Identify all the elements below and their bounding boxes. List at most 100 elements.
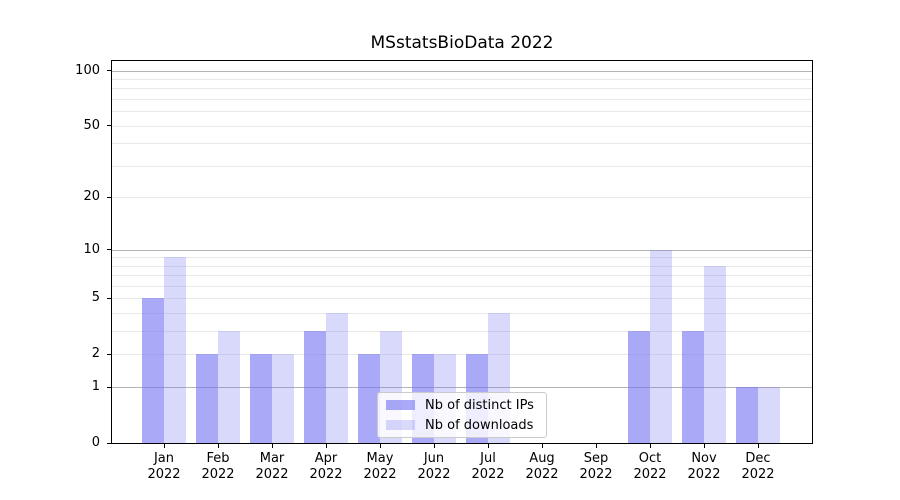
- x-tick-year: 2022: [309, 467, 343, 482]
- x-tick-year: 2022: [525, 467, 559, 482]
- x-tick-mark: [326, 444, 327, 448]
- gridline-major: [112, 387, 812, 389]
- gridline-minor: [112, 354, 812, 356]
- x-tick-month: Sep: [583, 451, 609, 466]
- x-tick-month: Jun: [423, 451, 445, 466]
- y-tick-label: 10: [83, 241, 100, 257]
- legend: Nb of distinct IPs Nb of downloads: [377, 392, 547, 438]
- bar-downloads: [164, 257, 186, 443]
- gridline-minor: [112, 165, 812, 167]
- gridline-minor: [112, 99, 812, 101]
- y-tick-label: 20: [83, 189, 100, 205]
- x-tick-label: Jul 2022: [461, 451, 515, 483]
- x-tick-label: Apr 2022: [299, 451, 353, 483]
- legend-label-distinct-ips: Nb of distinct IPs: [425, 397, 534, 413]
- bar-distinct-ips: [142, 298, 164, 443]
- plot-area: [112, 61, 812, 443]
- x-tick-month: Feb: [206, 451, 230, 466]
- gridline-minor: [112, 257, 812, 259]
- x-tick-month: Apr: [314, 451, 338, 466]
- x-tick-mark: [434, 444, 435, 448]
- x-tick-label: Dec 2022: [731, 451, 785, 483]
- x-tick-year: 2022: [417, 467, 451, 482]
- x-tick-mark: [380, 444, 381, 448]
- y-tick-label: 5: [91, 290, 100, 306]
- gridline-minor: [112, 79, 812, 80]
- x-tick-label: Jun 2022: [407, 451, 461, 483]
- y-tick-mark: [107, 70, 112, 72]
- bar-downloads: [704, 265, 726, 443]
- y-tick-mark: [107, 386, 112, 388]
- y-tick-label: 0: [91, 435, 100, 450]
- bar-distinct-ips: [628, 331, 650, 443]
- x-tick-label: Mar 2022: [245, 451, 299, 483]
- x-tick-mark: [758, 444, 759, 448]
- gridline-minor: [112, 265, 812, 267]
- bar-downloads: [650, 249, 672, 443]
- gridline-major: [112, 249, 812, 251]
- x-tick-mark: [596, 444, 597, 448]
- x-tick-year: 2022: [255, 467, 289, 482]
- legend-item-downloads: Nb of downloads: [386, 418, 538, 433]
- x-tick-month: May: [366, 451, 394, 466]
- x-tick-month: Dec: [745, 451, 771, 466]
- gridline-minor: [112, 143, 812, 145]
- y-tick-mark: [107, 249, 112, 250]
- x-tick-label: Jan 2022: [137, 451, 191, 483]
- bar-downloads: [758, 387, 780, 443]
- gridline-minor: [112, 285, 812, 287]
- bar-downloads: [218, 331, 240, 443]
- bar-downloads: [326, 313, 348, 443]
- x-tick-month: Jan: [153, 451, 175, 466]
- x-tick-month: Oct: [638, 451, 662, 466]
- x-tick-mark: [650, 444, 651, 448]
- y-tick-mark: [107, 353, 112, 355]
- gridline-minor: [112, 331, 812, 333]
- y-tick-label: 2: [91, 346, 100, 362]
- x-tick-month: Nov: [691, 451, 717, 466]
- x-tick-label: Nov 2022: [677, 451, 731, 483]
- legend-label-downloads: Nb of downloads: [425, 417, 534, 433]
- x-tick-year: 2022: [147, 467, 181, 482]
- gridline-major: [112, 70, 812, 72]
- y-tick-label: 50: [83, 117, 100, 133]
- legend-swatch-distinct-ips-icon: [386, 400, 415, 410]
- bar-distinct-ips: [358, 354, 380, 443]
- x-tick-month: Aug: [529, 451, 555, 466]
- gridline-minor: [112, 298, 812, 300]
- x-tick-year: 2022: [363, 467, 397, 482]
- y-tick-mark: [107, 196, 112, 198]
- bar-distinct-ips: [304, 331, 326, 443]
- x-tick-label: Oct 2022: [623, 451, 677, 483]
- x-tick-mark: [488, 444, 489, 448]
- x-tick-mark: [164, 444, 165, 448]
- gridline-minor: [112, 313, 812, 315]
- gridline-minor: [112, 197, 812, 199]
- x-tick-label: Feb 2022: [191, 451, 245, 483]
- gridline-minor: [112, 275, 812, 277]
- y-tick-mark: [107, 442, 112, 444]
- x-tick-label: Sep 2022: [569, 451, 623, 483]
- x-tick-month: Jul: [480, 451, 496, 466]
- bar-distinct-ips: [736, 387, 758, 443]
- x-tick-label: Aug 2022: [515, 451, 569, 483]
- y-tick-label: 1: [91, 379, 100, 395]
- x-tick-year: 2022: [741, 467, 775, 482]
- y-tick-label: 100: [75, 62, 100, 78]
- y-tick-mark: [107, 297, 112, 299]
- bar-distinct-ips: [682, 331, 704, 443]
- x-tick-month: Mar: [259, 451, 285, 466]
- gridline-minor: [112, 88, 812, 90]
- x-tick-label: May 2022: [353, 451, 407, 483]
- legend-swatch-downloads-icon: [386, 420, 415, 430]
- legend-item-distinct-ips: Nb of distinct IPs: [386, 398, 538, 413]
- x-tick-year: 2022: [579, 467, 613, 482]
- chart-title: MSstatsBioData 2022: [370, 33, 554, 53]
- bar-distinct-ips: [196, 354, 218, 443]
- y-tick-mark: [107, 125, 112, 127]
- x-tick-mark: [542, 444, 543, 448]
- gridline-minor: [112, 125, 812, 127]
- bar-distinct-ips: [250, 354, 272, 443]
- x-tick-mark: [218, 444, 219, 448]
- bar-downloads: [272, 354, 294, 443]
